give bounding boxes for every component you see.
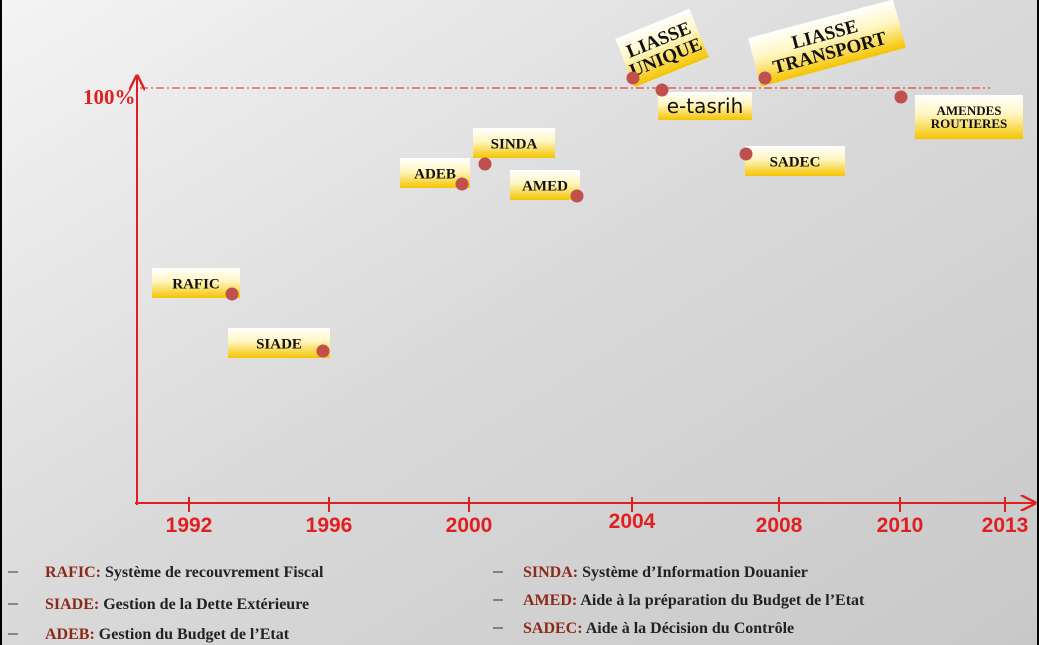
legend-abbr: RAFIC: bbox=[45, 564, 101, 581]
background bbox=[0, 0, 1039, 645]
x-tick-label: 2004 bbox=[609, 510, 656, 533]
legend-text: Système d’Information Douanier bbox=[582, 564, 808, 581]
x-tick-label: 2000 bbox=[446, 514, 493, 537]
node: SINDA bbox=[473, 128, 555, 158]
y-label: 100% bbox=[83, 85, 136, 109]
slide: 100% 1992 1996 2000 2004 2008 2010 2013 RAFIC SI… bbox=[0, 0, 1039, 645]
x-tick-label: 2013 bbox=[982, 514, 1029, 537]
node-dot bbox=[317, 345, 330, 358]
node-label: ROUTIERES bbox=[931, 116, 1008, 131]
node: SIADE bbox=[228, 328, 330, 358]
node: e-tasrih bbox=[658, 92, 752, 120]
node-dot bbox=[895, 91, 908, 104]
node-label: AMED bbox=[522, 178, 568, 194]
x-tick-label: 2010 bbox=[877, 514, 924, 537]
node-label: ADEB bbox=[414, 166, 456, 182]
node-dot bbox=[656, 84, 669, 97]
legend-abbr: SIADE: bbox=[45, 596, 99, 613]
node-dot bbox=[759, 72, 772, 85]
node-dot bbox=[456, 178, 469, 191]
legend-item: SINDA: Système d’Information Douanier bbox=[523, 564, 808, 581]
x-tick-label: 1992 bbox=[166, 514, 213, 537]
node: SADEC bbox=[745, 146, 845, 176]
node: AMED bbox=[510, 170, 580, 200]
node-label: SINDA bbox=[491, 136, 538, 152]
legend-text: Gestion du Budget de l’Etat bbox=[99, 626, 290, 643]
node-label: RAFIC bbox=[172, 276, 220, 292]
legend-text: Aide à la Décision du Contrôle bbox=[586, 620, 794, 637]
legend-abbr: AMED: bbox=[523, 592, 577, 609]
legend-text: Gestion de la Dette Extérieure bbox=[103, 596, 309, 613]
x-tick-label: 1996 bbox=[306, 514, 353, 537]
legend-item: SADEC: Aide à la Décision du Contrôle bbox=[523, 620, 794, 637]
legend-abbr: ADEB: bbox=[45, 626, 95, 643]
legend-abbr: SADEC: bbox=[523, 620, 583, 637]
legend-item: RAFIC: Système de recouvrement Fiscal bbox=[45, 564, 324, 581]
node-label: SIADE bbox=[256, 336, 302, 352]
legend-item: SIADE: Gestion de la Dette Extérieure bbox=[45, 596, 309, 613]
node-label: e-tasrih bbox=[667, 94, 744, 118]
node-dot bbox=[740, 148, 753, 161]
x-tick-label: 2008 bbox=[756, 514, 803, 537]
legend-abbr: SINDA: bbox=[523, 564, 578, 581]
legend-item: ADEB: Gestion du Budget de l’Etat bbox=[45, 626, 290, 643]
node-label: SADEC bbox=[770, 154, 821, 170]
legend-text: Aide à la préparation du Budget de l’Eta… bbox=[580, 592, 865, 609]
legend-text: Système de recouvrement Fiscal bbox=[105, 564, 324, 581]
legend-item: AMED: Aide à la préparation du Budget de… bbox=[523, 592, 865, 609]
node-dot bbox=[226, 288, 239, 301]
node-dot bbox=[479, 158, 492, 171]
node-dot bbox=[627, 72, 640, 85]
node-dot bbox=[571, 190, 584, 203]
